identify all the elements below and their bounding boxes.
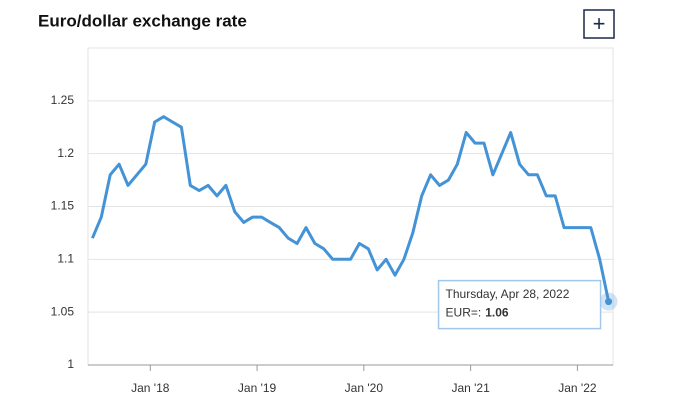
tooltip-value-line: EUR=: 1.06 (446, 306, 509, 320)
y-tick-label: 1.25 (51, 93, 75, 107)
chart-title: Euro/dollar exchange rate (38, 11, 247, 30)
x-tick-label: Jan '18 (131, 381, 170, 395)
y-tick-label: 1.05 (51, 304, 75, 318)
tooltip: Thursday, Apr 28, 2022 EUR=: 1.06 (437, 279, 602, 330)
y-tick-label: 1.2 (57, 146, 74, 160)
tooltip-date: Thursday, Apr 28, 2022 (446, 287, 570, 301)
hover-point (605, 298, 613, 306)
x-tick-label: Jan '19 (238, 381, 277, 395)
y-tick-label: 1 (67, 357, 74, 371)
tooltip-label: EUR=: (446, 306, 482, 320)
tooltip-value: 1.06 (485, 306, 509, 320)
tooltip-box (437, 279, 602, 330)
x-tick-label: Jan '20 (345, 381, 384, 395)
y-tick-label: 1.1 (57, 252, 74, 266)
series-line (91, 115, 611, 302)
x-tick-label: Jan '21 (451, 381, 490, 395)
y-tick-label: 1.15 (51, 199, 75, 213)
expand-button[interactable]: + (583, 9, 615, 39)
button-frame[interactable] (583, 9, 615, 39)
button-label[interactable]: + (593, 11, 606, 36)
x-tick-label: Jan '22 (558, 381, 597, 395)
